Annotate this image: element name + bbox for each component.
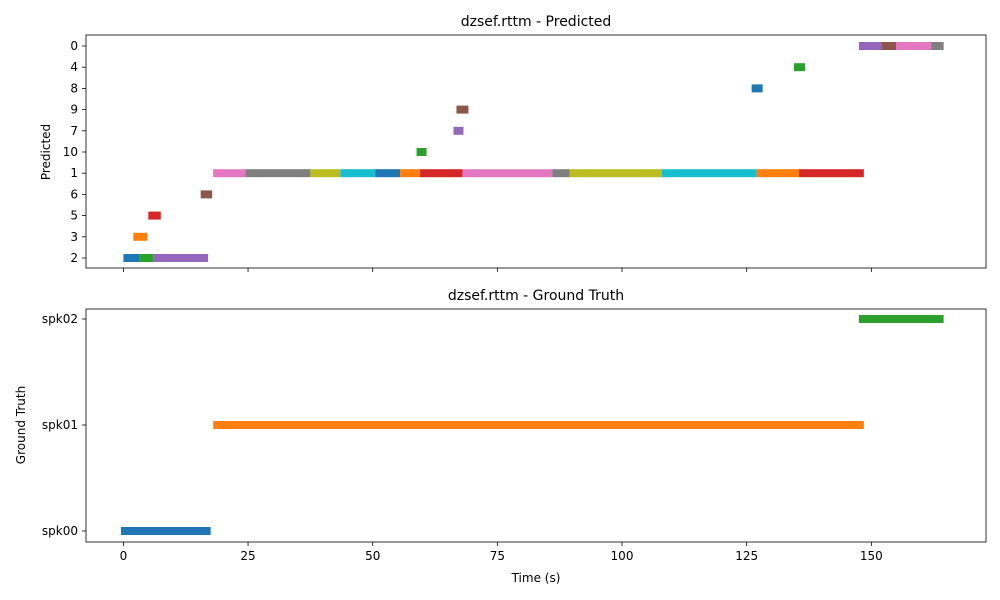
predicted-segments (123, 42, 944, 262)
segment-bar (931, 42, 944, 50)
x-tick-label: 125 (735, 549, 758, 563)
predicted-plot-frame (85, 34, 987, 269)
segment-bar (799, 169, 864, 178)
segment-bar (123, 254, 140, 262)
y-tick-label: 3 (70, 230, 78, 244)
y-tick-label: 7 (70, 124, 78, 138)
segment-bar (569, 169, 662, 178)
segment-bar (400, 169, 421, 178)
x-tick-label: 150 (860, 549, 883, 563)
segment-bar (420, 169, 463, 178)
predicted-y-ticks: 2 3 5 6 1 10 7 9 8 4 0 (63, 39, 86, 265)
y-tick-label: 4 (70, 60, 78, 74)
y-tick-label: 0 (70, 39, 78, 53)
ground-truth-segments (120, 315, 944, 535)
y-tick-label: spk02 (42, 312, 78, 326)
predicted-x-ticks (122, 268, 872, 272)
y-tick-label: 2 (70, 251, 78, 265)
segment-bar (453, 126, 464, 135)
segment-bar (416, 148, 427, 156)
segment-bar (794, 63, 806, 72)
predicted-subplot: dzsef.rttm - Predicted Predicted 2 3 5 6 1 10… (39, 14, 987, 272)
segment-bar (133, 232, 148, 241)
segment-bar (375, 169, 401, 178)
segment-bar (751, 84, 763, 93)
x-tick-label: 25 (240, 549, 255, 563)
segment-bar (756, 169, 800, 178)
y-tick-label: spk00 (42, 524, 78, 538)
segment-bar (340, 169, 376, 178)
segment-bar (139, 254, 154, 262)
ground-truth-subplot: dzsef.rttm - Ground Truth Ground Truth s… (14, 288, 987, 585)
segment-bar (148, 211, 161, 220)
segment-bar (462, 169, 553, 178)
y-tick-label: 1 (70, 166, 78, 180)
segment-bar (213, 169, 246, 178)
ground-truth-ylabel: Ground Truth (14, 386, 28, 464)
predicted-title: dzsef.rttm - Predicted (461, 14, 612, 30)
ground-truth-plot-frame (85, 308, 987, 543)
predicted-ylabel: Predicted (39, 124, 53, 180)
y-tick-label: 5 (70, 209, 78, 223)
x-tick-label: 75 (490, 549, 505, 563)
segment-bar (858, 315, 944, 323)
segment-bar (881, 42, 897, 50)
segment-bar (200, 190, 213, 199)
y-tick-label: 9 (70, 103, 78, 117)
y-tick-label: 6 (70, 187, 78, 201)
segment-bar (858, 42, 882, 50)
ground-truth-title: dzsef.rttm - Ground Truth (448, 288, 624, 304)
segment-bar (661, 169, 757, 178)
y-tick-label: 10 (63, 145, 78, 159)
segment-bar (456, 105, 469, 114)
y-tick-label: 8 (70, 81, 78, 95)
ground-truth-y-ticks: spk00 spk01 spk02 (42, 312, 86, 538)
ground-truth-x-ticks: 0 25 50 75 100 125 150 (120, 542, 883, 563)
x-tick-label: 100 (611, 549, 634, 563)
x-tick-label: 50 (365, 549, 380, 563)
segment-bar (153, 254, 209, 262)
segment-bar (245, 169, 311, 178)
segment-bar (213, 421, 864, 429)
x-tick-label: 0 (120, 549, 128, 563)
segment-bar (310, 169, 341, 178)
segment-bar (896, 42, 932, 50)
segment-bar (552, 169, 570, 178)
segment-bar (120, 527, 211, 535)
y-tick-label: spk01 (42, 418, 78, 432)
ground-truth-xlabel: Time (s) (511, 571, 561, 585)
